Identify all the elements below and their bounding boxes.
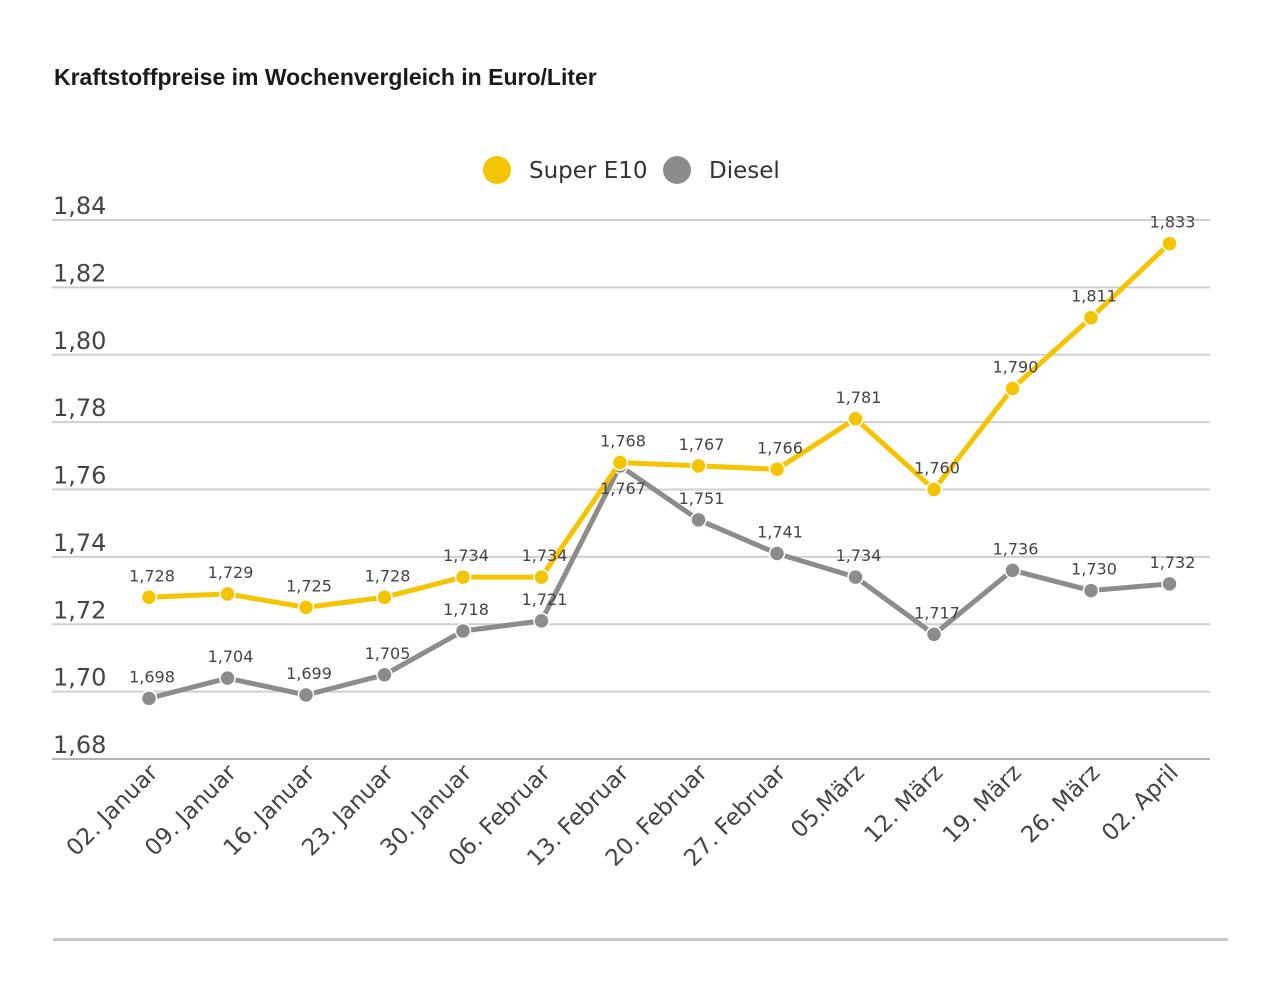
data-label: 1,811 (1071, 287, 1117, 306)
y-tick-label: 1,72 (53, 596, 106, 624)
y-tick-label: 1,74 (53, 529, 106, 557)
data-label: 1,732 (1150, 553, 1196, 572)
data-point (611, 454, 629, 471)
data-label: 1,760 (914, 459, 960, 478)
legend-label: Diesel (709, 158, 780, 184)
y-tick-label: 1,84 (53, 192, 106, 220)
data-label: 1,766 (757, 438, 803, 457)
data-label: 1,736 (993, 539, 1039, 558)
bottom-divider (53, 938, 1228, 941)
data-label: 1,751 (679, 489, 725, 508)
data-point (140, 690, 158, 707)
data-label: 1,728 (129, 566, 175, 585)
data-point (454, 568, 472, 586)
data-label: 1,718 (443, 600, 489, 619)
data-point (1004, 562, 1021, 579)
data-point (925, 626, 943, 643)
data-point (1082, 309, 1100, 326)
data-point (140, 589, 158, 606)
x-tick-label: 02. April (1097, 760, 1184, 847)
data-point (1161, 575, 1178, 593)
data-label: 1,725 (286, 576, 332, 595)
data-label: 1,721 (522, 590, 568, 609)
data-label: 1,704 (208, 647, 254, 666)
data-point (1161, 235, 1178, 252)
legend-label: Super E10 (529, 158, 648, 184)
data-label: 1,734 (522, 546, 568, 565)
data-point (690, 457, 707, 475)
data-label: 1,717 (914, 603, 960, 622)
data-point (454, 622, 472, 640)
data-point (1082, 582, 1100, 599)
data-point (219, 669, 236, 687)
data-point (219, 585, 236, 603)
data-label: 1,705 (365, 644, 411, 663)
data-point (533, 612, 550, 630)
data-label: 1,734 (836, 546, 882, 565)
data-point (925, 481, 943, 498)
data-point (768, 545, 786, 562)
x-tick-label: 05.März (786, 760, 869, 843)
data-label: 1,833 (1150, 213, 1196, 232)
data-label: 1,781 (836, 388, 882, 407)
data-point (533, 568, 550, 586)
data-point (768, 461, 786, 478)
data-point (297, 686, 315, 704)
data-label: 1,699 (286, 664, 332, 683)
series-line-0 (146, 241, 1172, 610)
series-line-1 (146, 463, 1172, 701)
y-tick-label: 1,76 (53, 462, 106, 490)
y-tick-label: 1,70 (53, 664, 106, 692)
data-point (690, 511, 707, 529)
data-label: 1,768 (600, 432, 646, 451)
data-point (376, 589, 393, 606)
x-tick-label: 19. März (938, 760, 1027, 849)
y-tick-label: 1,78 (53, 394, 106, 422)
legend-marker-1 (663, 156, 691, 184)
x-tick-label: 26. März (1017, 760, 1106, 849)
legend-marker-0 (483, 156, 511, 184)
data-label: 1,729 (208, 563, 254, 582)
data-point (297, 599, 315, 616)
data-label: 1,698 (129, 667, 175, 686)
y-tick-label: 1,68 (53, 731, 106, 759)
data-label: 1,767 (600, 479, 646, 498)
x-tick-label: 12. März (860, 760, 949, 849)
y-tick-label: 1,82 (53, 259, 106, 287)
data-point (1004, 380, 1021, 397)
chart-title: Kraftstoffpreise im Wochenvergleich in E… (54, 64, 597, 90)
y-tick-label: 1,80 (53, 327, 106, 355)
data-label: 1,728 (365, 566, 411, 585)
data-point (847, 410, 864, 428)
data-label: 1,741 (757, 523, 803, 542)
data-label: 1,730 (1071, 560, 1117, 579)
data-label: 1,767 (679, 435, 725, 454)
data-point (376, 666, 393, 684)
data-label: 1,790 (993, 357, 1039, 376)
data-label: 1,734 (443, 546, 489, 565)
data-point (847, 568, 864, 586)
